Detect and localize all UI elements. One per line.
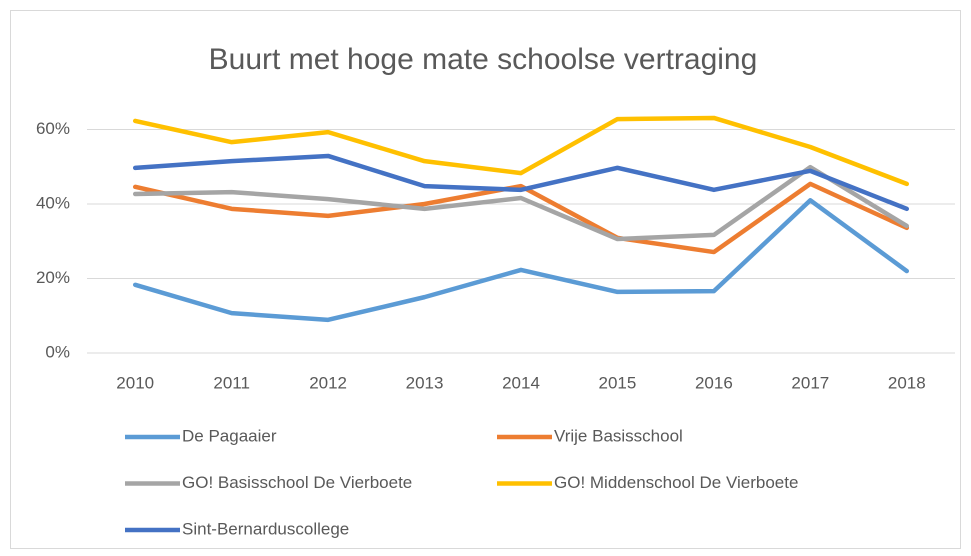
legend-label: Sint-Bernarduscollege <box>182 519 349 538</box>
series-line <box>132 181 910 255</box>
legend-label: De Pagaaier <box>182 426 277 445</box>
y-tick-label: 60% <box>36 119 70 138</box>
x-tick-label: 2018 <box>888 373 926 392</box>
chart-title: Buurt met hoge mate schoolse vertraging <box>209 43 758 76</box>
x-tick-label: 2017 <box>791 373 829 392</box>
y-tick-label: 20% <box>36 268 70 287</box>
series-line <box>132 198 910 323</box>
legend-label: GO! Middenschool De Vierboete <box>554 473 798 492</box>
y-tick-label: 0% <box>45 342 70 361</box>
y-tick-label: 40% <box>36 193 70 212</box>
legend-label: GO! Basisschool De Vierboete <box>182 473 412 492</box>
x-tick-label: 2010 <box>116 373 154 392</box>
series-line <box>132 164 910 242</box>
x-tick-label: 2016 <box>695 373 733 392</box>
x-tick-label: 2011 <box>213 373 250 392</box>
x-tick-label: 2014 <box>502 373 540 392</box>
series-line <box>132 153 910 212</box>
legend-label: Vrije Basisschool <box>554 426 683 445</box>
series-line <box>132 115 910 187</box>
x-tick-label: 2015 <box>599 373 637 392</box>
x-tick-label: 2013 <box>406 373 444 392</box>
x-tick-label: 2012 <box>309 373 347 392</box>
